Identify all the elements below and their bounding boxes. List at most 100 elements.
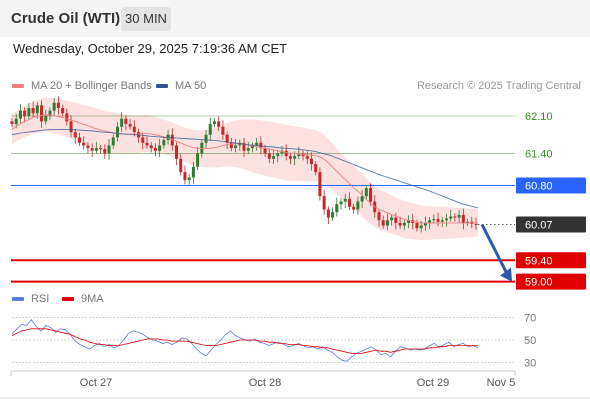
legend-ma20: MA 20 + Bollinger Bands — [12, 80, 152, 92]
candle-body — [212, 121, 216, 125]
candle-body — [288, 156, 292, 159]
candle-body — [77, 137, 81, 143]
candle-body — [436, 219, 440, 222]
level-tag-59.00 — [516, 273, 586, 290]
candle-body — [255, 142, 259, 146]
candle-body — [145, 142, 149, 146]
candle-body — [457, 214, 461, 218]
candle-body — [158, 145, 162, 151]
candle-body — [115, 126, 119, 138]
candle-body — [415, 222, 419, 229]
level-tag-60.80 — [516, 177, 586, 194]
candle-body — [280, 150, 284, 154]
candle-body — [183, 172, 187, 181]
candle-body — [453, 216, 457, 218]
candle-body — [187, 177, 191, 181]
rsi-ma-line — [11, 328, 478, 354]
candle-body — [162, 140, 166, 146]
candle-body — [263, 148, 267, 154]
x-tick-label: Oct 29 — [417, 377, 449, 389]
candle-body — [267, 153, 271, 159]
chart-header: Crude Oil (WTI) 30 MIN — [0, 0, 590, 37]
ma20-swatch — [12, 84, 24, 88]
candle-body — [69, 121, 73, 133]
candle-body — [23, 110, 27, 117]
candle-body — [428, 220, 432, 223]
candle-body — [221, 126, 225, 135]
candle-body — [82, 142, 86, 146]
ma50-swatch — [156, 84, 168, 88]
candle-body — [331, 212, 335, 218]
candle-body — [293, 156, 297, 159]
level-label-62.10: 62.10 — [525, 111, 553, 123]
legend-ma50-label: MA 50 — [175, 80, 207, 92]
candle-body — [297, 153, 301, 157]
rsi-ma-swatch — [62, 297, 74, 301]
candle-body — [217, 121, 221, 127]
level-label-60.07: 60.07 — [525, 219, 553, 231]
candle-body — [10, 121, 14, 125]
candle-body — [272, 156, 276, 159]
candle-body — [73, 132, 77, 138]
candle-body — [107, 145, 111, 154]
candle-body — [103, 149, 107, 154]
candle-body — [369, 188, 373, 202]
rsi-tick-label: 30 — [524, 357, 536, 369]
level-tag-59.40 — [516, 252, 586, 269]
legend-ma50: MA 50 — [156, 80, 206, 92]
rsi-swatch — [12, 297, 24, 301]
candle-body — [394, 217, 398, 223]
ma50-line — [11, 128, 479, 209]
candle-body — [352, 206, 356, 210]
candle-body — [61, 108, 65, 114]
legend-9ma-label: 9MA — [81, 293, 104, 305]
candle-body — [284, 150, 288, 157]
level-label-61.40: 61.40 — [525, 148, 553, 160]
candle-body — [132, 126, 136, 133]
candle-body — [99, 148, 103, 150]
candle-body — [335, 204, 339, 213]
projection-arrow-shaft — [480, 223, 509, 275]
candle-body — [225, 134, 229, 143]
x-tick-label: Oct 27 — [80, 377, 112, 389]
candle-body — [86, 145, 90, 149]
candle-body — [35, 105, 39, 114]
candle-body — [402, 222, 406, 226]
candle-body — [229, 142, 233, 149]
candle-body — [90, 148, 94, 151]
candle-body — [276, 153, 280, 157]
candle-body — [398, 222, 402, 226]
candle-body — [31, 108, 35, 114]
candle-body — [390, 217, 394, 221]
legend-rsi: RSI — [12, 293, 49, 305]
candle-body — [196, 153, 200, 167]
timeframe-button[interactable]: 30 MIN — [121, 7, 171, 31]
legend-rsi-label: RSI — [31, 293, 50, 305]
candle-body — [179, 158, 183, 173]
candle-body — [242, 142, 246, 151]
rsi-tick-label: 50 — [524, 335, 536, 347]
bollinger-band — [12, 97, 478, 241]
candle-body — [385, 220, 389, 226]
candle-body — [407, 220, 411, 223]
candle-body — [318, 172, 322, 197]
candle-body — [111, 137, 115, 146]
candle-body — [48, 110, 52, 117]
candle-body — [175, 145, 179, 159]
candle-body — [14, 118, 18, 125]
candle-body — [432, 219, 436, 221]
candle-body — [461, 214, 465, 223]
candle-body — [191, 166, 195, 178]
candle-body — [259, 142, 263, 149]
candle-body — [419, 225, 423, 229]
candle-body — [56, 102, 60, 109]
candle-body — [40, 105, 44, 122]
candle-body — [474, 223, 478, 225]
candle-body — [449, 216, 453, 219]
x-tick-label: Oct 28 — [249, 377, 281, 389]
candle-body — [200, 142, 204, 154]
level-label-60.80: 60.80 — [525, 180, 553, 192]
candle-body — [65, 113, 69, 122]
timestamp: Wednesday, October 29, 2025 7:19:36 AM C… — [13, 41, 288, 56]
